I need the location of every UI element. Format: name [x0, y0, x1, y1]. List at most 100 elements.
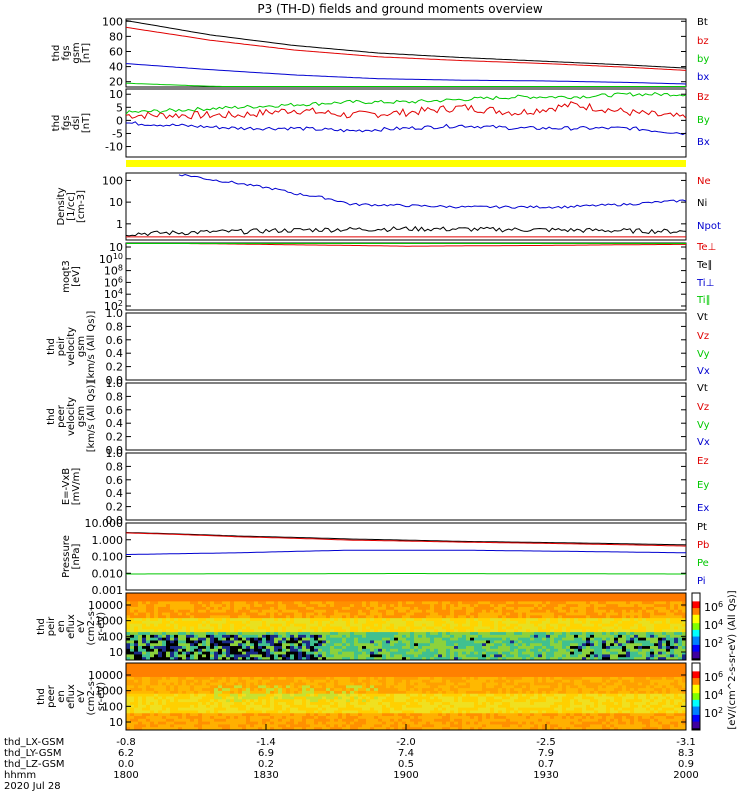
colorbar-tick: 106: [704, 600, 723, 614]
panel-frame: [125, 242, 687, 311]
y-tick-label: 0.8: [106, 320, 124, 333]
legend-Vz: Vz: [697, 402, 709, 413]
y-axis-label: peir: [56, 336, 67, 356]
footer-value: -3.1: [676, 737, 696, 748]
colorbar-swatch: [692, 678, 700, 681]
legend-By: By: [697, 115, 710, 126]
colorbar-swatch: [692, 711, 700, 714]
colorbar-swatch: [692, 596, 700, 599]
colorbar-swatch: [692, 686, 700, 689]
y-tick-label: 0.8: [106, 390, 124, 403]
colorbar-swatch: [692, 724, 700, 728]
colorbar-swatch: [692, 618, 700, 621]
colorbar-swatch: [692, 641, 700, 644]
colorbar-swatch: [692, 668, 700, 671]
legend-bx: bx: [697, 72, 709, 83]
y-axis-label: [cm-3]: [76, 190, 87, 223]
y-axis-label: sr-eV): [96, 682, 107, 711]
colorbar-swatch: [692, 664, 700, 667]
colorbar-swatch: [692, 644, 700, 648]
y-axis-label: Density: [56, 187, 67, 225]
y-axis-label: [km/s (All Qs)]: [86, 381, 97, 453]
y-axis-label: [nT]: [81, 113, 92, 133]
colorbar-swatch: [692, 611, 700, 614]
colorbar-swatch: [692, 693, 700, 696]
legend-by: by: [697, 54, 709, 65]
y-tick-label: 10000: [88, 599, 123, 612]
colorbar-swatch: [692, 704, 700, 708]
y-axis-label: (cm2-s-: [86, 677, 97, 715]
y-axis-label: dsl: [71, 116, 82, 130]
series-Bx: [126, 121, 687, 136]
panel-frame: [125, 88, 687, 158]
y-axis-label: fgs: [61, 45, 72, 60]
y-tick-label: 0.4: [106, 347, 124, 360]
colorbar-swatch: [692, 614, 700, 617]
colorbar-swatch: [692, 603, 700, 606]
colorbar-swatch: [692, 648, 700, 651]
legend-Bz: Bz: [697, 92, 709, 103]
y-axis-label: [nPa]: [71, 543, 82, 569]
y-tick-label: 100: [102, 174, 123, 187]
colorbar-swatch: [692, 633, 700, 636]
flag-bar: [126, 160, 686, 167]
y-axis-label: thd: [36, 618, 47, 635]
y-axis-label: [eV]: [71, 266, 82, 287]
panel-peir_en_eflux: 10000 1000 100 10 thd peir en eflux eV (cm2-s-sr-…: [36, 592, 687, 661]
y-axis-label: thd: [46, 408, 57, 425]
colorbar-swatch: [692, 719, 700, 723]
y-axis-label: fgs: [61, 115, 72, 130]
series-Pe: [126, 573, 686, 575]
y-tick-label: 1.0: [106, 377, 124, 390]
y-tick-label: 108: [104, 264, 123, 278]
y-axis-label: gsm: [76, 406, 87, 427]
y-tick-label: 10.000: [85, 517, 124, 530]
colorbar-swatch: [692, 604, 700, 607]
colorbar-tick: 104: [704, 688, 723, 702]
y-tick-label: 0: [116, 114, 123, 127]
colorbar-swatch: [692, 638, 700, 641]
y-axis-label: gsm: [71, 42, 82, 63]
colorbar-swatch: [692, 626, 700, 629]
footer-value: -1.4: [256, 737, 276, 748]
colorbar-swatch: [692, 663, 700, 666]
colorbar-swatch: [692, 683, 700, 686]
colorbar-swatch: [692, 713, 700, 716]
legend-bz: bz: [697, 36, 709, 47]
panel-frame: [125, 382, 687, 451]
legend-Pt: Pt: [697, 522, 707, 533]
colorbar-swatch: [692, 671, 700, 674]
legend-Pe: Pe: [697, 558, 709, 569]
series-Pt: [125, 532, 687, 546]
y-tick-label: 0.4: [106, 487, 124, 500]
footer-value: -2.5: [536, 737, 556, 748]
y-axis-label: sr-eV): [96, 612, 107, 641]
y-tick-label: 0.6: [106, 404, 124, 417]
y-tick-label: 102: [104, 299, 123, 313]
colorbar-swatch: [692, 674, 700, 677]
legend-Vx: Vx: [697, 437, 710, 448]
y-tick-label: 0.8: [106, 460, 124, 473]
legend-Vz: Vz: [697, 331, 709, 342]
panel-frame: [125, 452, 687, 521]
y-axis-label: Pressure: [61, 535, 72, 578]
y-tick-label: 1.000: [92, 534, 124, 547]
legend-Ez: Ez: [697, 456, 709, 467]
colorbar-swatch: [692, 673, 700, 676]
colorbar-swatch: [692, 721, 700, 724]
y-axis-label: gsm: [76, 336, 87, 357]
series-Bz: [125, 101, 687, 120]
colorbar-swatch: [692, 694, 700, 697]
colorbar-swatch: [692, 616, 700, 619]
colorbar-swatch: [692, 599, 700, 602]
legend-Pi: Pi: [697, 576, 706, 587]
y-axis-label: thd: [51, 45, 62, 62]
legend-Ni: Ni: [697, 198, 707, 209]
colorbar-swatch: [692, 623, 700, 626]
colorbar-swatch: [692, 594, 700, 597]
legend-Ti∥: Ti∥: [696, 295, 711, 306]
footer-value: 6.2: [118, 748, 134, 759]
